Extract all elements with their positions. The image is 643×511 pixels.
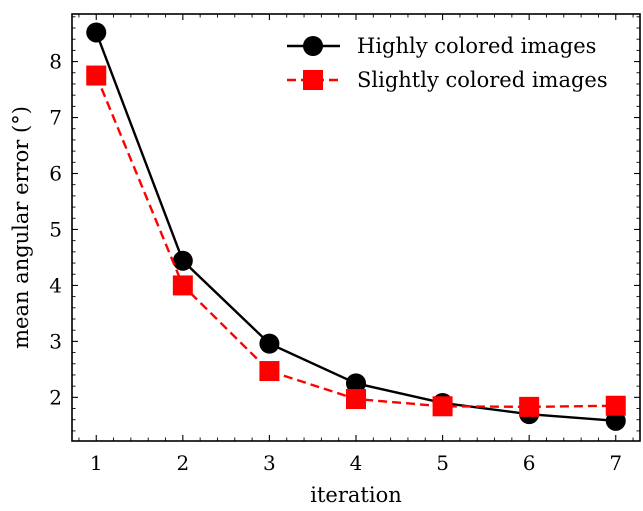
data-point-square <box>432 396 453 417</box>
data-point-square <box>346 389 366 410</box>
y-axis-label: mean angular error (°) <box>9 106 33 349</box>
x-tick-label: 1 <box>90 451 103 475</box>
plot-frame <box>71 13 641 442</box>
data-point-square <box>519 396 540 417</box>
legend-entry-label: Highly colored images <box>357 34 596 58</box>
data-point-circle <box>605 410 626 431</box>
legend-marker-square <box>303 70 323 90</box>
data-point-square <box>172 275 193 296</box>
series-layer <box>86 22 626 431</box>
x-tick-label: 2 <box>176 451 189 475</box>
y-tick-label: 8 <box>49 50 62 74</box>
data-point-circle <box>346 373 366 394</box>
x-tick-label: 4 <box>350 451 363 475</box>
data-point-circle <box>259 333 280 354</box>
x-tick-label: 7 <box>609 451 622 475</box>
data-point-circle <box>86 22 107 43</box>
y-tick-label: 4 <box>49 273 62 297</box>
y-tick-label: 6 <box>49 161 62 185</box>
x-tick-label: 3 <box>263 451 276 475</box>
x-axis-label: iteration <box>310 483 401 507</box>
data-point-square <box>86 65 107 86</box>
data-point-square <box>259 361 280 382</box>
y-tick-label: 2 <box>49 385 62 409</box>
x-tick-label: 5 <box>436 451 449 475</box>
y-tick-label: 7 <box>49 106 62 130</box>
legend-marker-circle <box>303 36 323 56</box>
data-point-square <box>605 395 626 416</box>
x-tick-label: 6 <box>523 451 536 475</box>
data-point-circle <box>172 250 193 271</box>
legend-entry-label: Slightly colored images <box>357 68 608 92</box>
y-tick-label: 3 <box>49 329 62 353</box>
ticks-layer: 1 2 3 4 5 6 7 2 3 4 5 6 7 8 <box>49 14 640 475</box>
legend: Highly colored images Slightly colored im… <box>287 34 608 92</box>
y-tick-label: 5 <box>49 217 62 241</box>
